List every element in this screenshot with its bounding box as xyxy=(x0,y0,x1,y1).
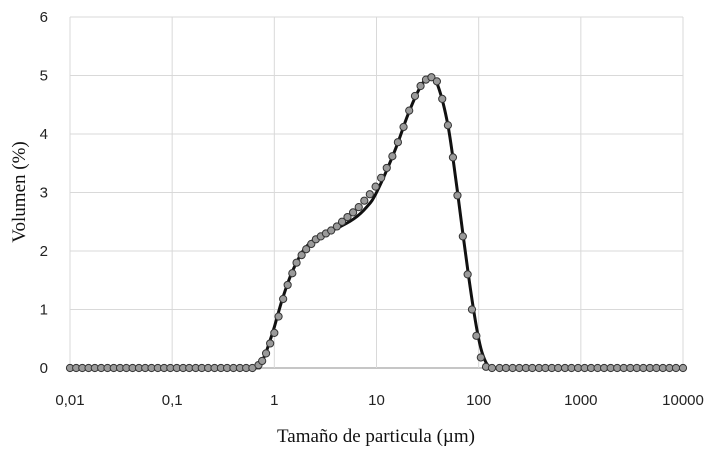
data-point xyxy=(528,363,537,373)
data-point xyxy=(448,153,458,162)
data-point xyxy=(487,363,497,373)
data-point xyxy=(438,94,447,104)
data-point xyxy=(337,217,347,226)
data-point xyxy=(279,294,288,304)
x-tick-label: 1000 xyxy=(564,392,597,409)
data-point xyxy=(416,81,425,91)
data-point xyxy=(354,203,363,212)
data-point xyxy=(292,258,301,267)
x-tick-label: 1 xyxy=(270,392,278,409)
y-tick-label: 3 xyxy=(40,185,48,202)
data-point xyxy=(288,269,297,278)
data-point xyxy=(297,250,306,260)
x-axis-ticks: 0,01 0,1 1 10 100 1000 10000 xyxy=(55,392,703,409)
data-point xyxy=(554,363,563,373)
data-point xyxy=(393,138,403,147)
data-point xyxy=(258,356,267,366)
data-point xyxy=(283,280,292,290)
data-point xyxy=(678,363,688,373)
data-point xyxy=(371,182,380,191)
x-tick-label: 0,1 xyxy=(162,392,183,409)
data-point xyxy=(388,152,397,161)
data-point xyxy=(266,339,275,348)
data-point xyxy=(399,122,408,132)
data-point xyxy=(508,363,517,373)
data-point xyxy=(476,353,485,362)
y-tick-label: 6 xyxy=(40,9,48,26)
data-point xyxy=(274,312,283,321)
data-point xyxy=(501,363,511,373)
x-tick-label: 100 xyxy=(466,392,491,409)
data-point xyxy=(332,222,342,231)
data-point xyxy=(382,163,391,173)
data-point xyxy=(410,91,420,101)
x-tick-label: 0,01 xyxy=(55,392,84,409)
y-tick-label: 0 xyxy=(40,360,48,377)
data-point xyxy=(472,331,481,340)
data-point xyxy=(432,77,441,86)
data-point xyxy=(365,190,374,199)
data-point xyxy=(343,212,352,222)
data-point xyxy=(270,328,279,337)
data-point xyxy=(327,226,336,235)
data-point xyxy=(261,349,271,358)
data-point xyxy=(443,121,453,130)
y-axis-title: Volumen (%) xyxy=(9,141,30,243)
y-axis-ticks: 0 1 2 3 4 5 6 xyxy=(40,9,48,377)
data-point xyxy=(453,191,462,200)
y-tick-label: 2 xyxy=(40,243,48,260)
x-tick-label: 10 xyxy=(368,392,385,409)
y-tick-label: 1 xyxy=(40,302,48,319)
data-point xyxy=(348,208,358,217)
data-point xyxy=(671,363,681,373)
data-point xyxy=(458,232,467,241)
data-point xyxy=(302,245,311,254)
x-tick-label: 10000 xyxy=(662,392,704,409)
grid-lines xyxy=(69,16,684,369)
data-point xyxy=(405,106,414,115)
data-point xyxy=(360,196,369,205)
y-tick-label: 5 xyxy=(40,68,48,85)
data-point xyxy=(427,73,436,82)
data-point xyxy=(467,305,477,314)
data-point xyxy=(463,270,472,279)
data-markers xyxy=(65,73,688,373)
y-tick-label: 4 xyxy=(40,126,48,143)
data-point xyxy=(377,173,386,182)
x-axis-title: Tamaño de particula (µm) xyxy=(277,426,475,447)
